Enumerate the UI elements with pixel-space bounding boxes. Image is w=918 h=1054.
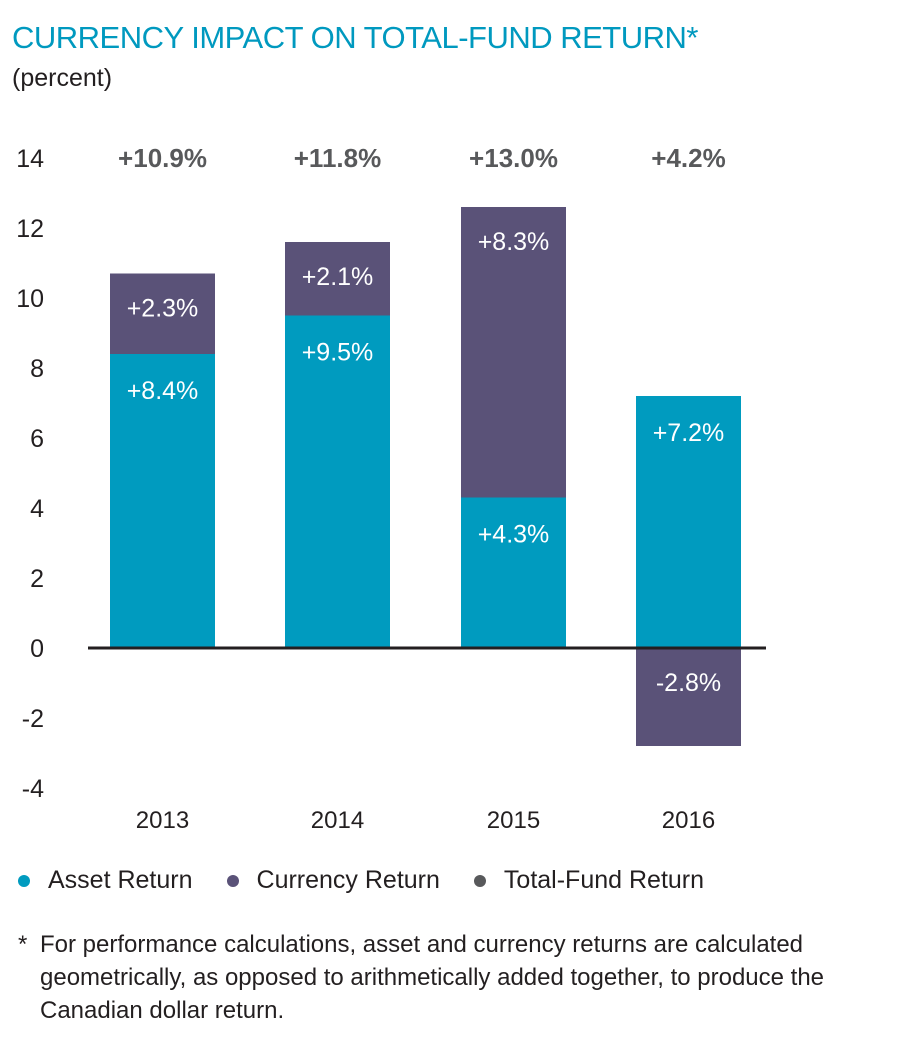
chart-subtitle: (percent)	[12, 64, 113, 92]
label-asset-return-2016: +7.2%	[653, 419, 725, 447]
legend-marker-total-fund-return	[473, 874, 486, 887]
bar-labels: +8.4% +2.3% +9.5% +2.1% +4.3% +8.3% +7.2% -2.8%	[127, 228, 725, 697]
chart-plot: 14 12 10 8 6 4 2 0 -2 -4 +8.4% +2.3% +9.5% +2.1% +4.3…	[16, 143, 766, 834]
x-tick-label: 2016	[662, 807, 715, 834]
bar-asset-return-2015	[461, 497, 566, 648]
label-total-fund-return-2016: +4.2%	[651, 143, 725, 173]
label-asset-return-2015: +4.3%	[478, 521, 550, 549]
y-tick-label: -2	[22, 705, 44, 733]
x-tick-label: 2015	[487, 807, 540, 834]
legend-item-total-fund-return: Total-Fund Return	[473, 866, 705, 895]
label-currency-return-2013: +2.3%	[127, 295, 199, 323]
x-axis-ticks: 2013 2014 2015 2016	[136, 807, 715, 834]
bar-currency-return-2013	[110, 273, 215, 354]
bars	[110, 207, 741, 746]
bar-asset-return-2016	[636, 396, 741, 648]
y-tick-label: 12	[16, 215, 44, 243]
label-currency-return-2014: +2.1%	[302, 263, 374, 291]
legend-marker-currency-return	[226, 874, 239, 887]
label-asset-return-2013: +8.4%	[127, 377, 199, 405]
y-tick-label: 2	[30, 565, 44, 593]
y-tick-label: 0	[30, 635, 44, 663]
legend-item-asset-return: Asset Return	[18, 866, 193, 895]
total-labels: +10.9% +11.8% +13.0% +4.2%	[118, 143, 726, 173]
legend-label: Asset Return	[48, 866, 193, 894]
legend-item-currency-return: Currency Return	[226, 866, 440, 895]
label-total-fund-return-2015: +13.0%	[469, 143, 558, 173]
y-tick-label: 8	[30, 355, 44, 383]
legend-label: Total-Fund Return	[503, 866, 705, 894]
label-currency-return-2015: +8.3%	[478, 228, 550, 256]
label-currency-return-2016: -2.8%	[656, 669, 721, 697]
bar-asset-return-2013	[110, 354, 215, 648]
bar-currency-return-2016	[636, 648, 741, 746]
legend-label: Currency Return	[256, 866, 440, 894]
label-total-fund-return-2013: +10.9%	[118, 143, 207, 173]
y-axis-ticks: 14 12 10 8 6 4 2 0 -2 -4	[16, 145, 44, 803]
y-tick-label: 14	[16, 145, 44, 173]
legend: Asset Return Currency Return Total-Fund …	[18, 866, 738, 895]
y-tick-label: 6	[30, 425, 44, 453]
chart-title: CURRENCY IMPACT ON TOTAL-FUND RETURN*	[12, 20, 698, 55]
legend-marker-asset-return	[18, 874, 30, 887]
bar-currency-return-2014	[285, 242, 390, 316]
y-tick-label: -4	[22, 775, 44, 803]
x-tick-label: 2014	[311, 807, 364, 834]
bar-asset-return-2014	[285, 315, 390, 648]
label-asset-return-2014: +9.5%	[302, 339, 374, 367]
footnote-marker: *	[18, 931, 28, 958]
footnote-text: For performance calculations, asset and …	[40, 931, 825, 1024]
footnote: * For performance calculations, asset an…	[18, 928, 908, 1027]
x-tick-label: 2013	[136, 807, 189, 834]
bar-currency-return-2015	[461, 207, 566, 498]
y-tick-label: 4	[30, 495, 44, 523]
label-total-fund-return-2014: +11.8%	[294, 143, 381, 173]
y-tick-label: 10	[16, 285, 44, 313]
